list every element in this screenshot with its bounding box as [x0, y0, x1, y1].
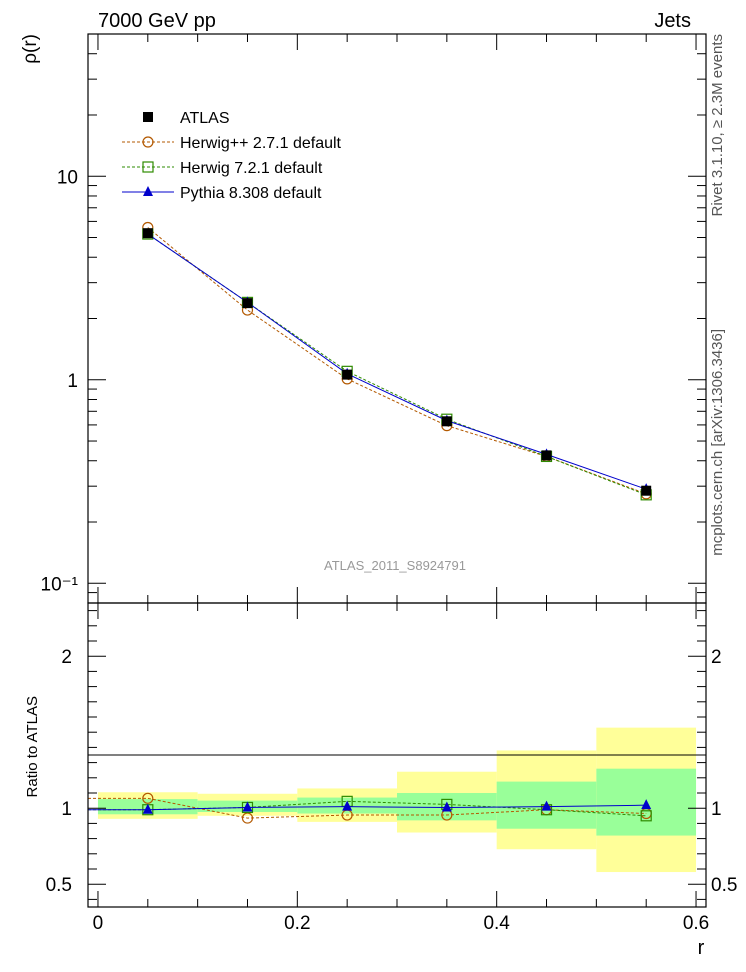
- mcplots-label: mcplots.cern.ch [arXiv:1306.3436]: [709, 329, 726, 556]
- data-point: [142, 228, 153, 239]
- data-point: [640, 810, 652, 822]
- legend: ATLAS Herwig++ 2.7.1 default Herwig 7.2.1 …: [122, 110, 342, 202]
- data-point: [342, 369, 353, 380]
- x-tick-label: 0: [93, 913, 104, 934]
- x-tick-label: 0.4: [483, 913, 510, 934]
- ratio-y-tick-label-right: 2: [711, 647, 722, 668]
- main-y-tick-label: 1: [67, 371, 78, 392]
- main-axis-ticks: [88, 33, 706, 907]
- analysis-label: ATLAS_2011_S8924791: [324, 558, 466, 573]
- rivet-label: Rivet 3.1.10, ≥ 2.3M events: [709, 34, 726, 217]
- data-point: [142, 161, 154, 173]
- ratio-frame: [87, 602, 707, 908]
- data-point: [541, 800, 552, 811]
- series-line: [147, 227, 647, 495]
- data-point: [241, 812, 254, 824]
- data-point: [143, 186, 153, 196]
- data-point: [242, 298, 253, 309]
- main-series-0: [142, 228, 652, 496]
- main-y-tick-label: 10: [57, 167, 78, 188]
- data-point: [142, 803, 153, 814]
- ratio-y-tick-label-left: 0.5: [46, 875, 72, 896]
- legend-label: ATLAS: [180, 110, 230, 127]
- main-y-tick-labels: 10⁻¹ 1 10: [41, 167, 79, 595]
- xlabel: r: [698, 937, 705, 959]
- data-point: [441, 801, 452, 812]
- data-point: [641, 485, 652, 496]
- main-series-layer: [142, 221, 652, 501]
- ratio-panel: 0.5 0.5 1 1 2 2 0 0.2 0.4 0.6: [46, 602, 738, 934]
- data-point: [143, 112, 153, 122]
- data-point: [142, 792, 154, 804]
- ratio-y-tick-label-right: 0.5: [711, 875, 737, 896]
- ratio-axis-ticks: [88, 610, 706, 900]
- ratio-series-layer: [88, 792, 652, 824]
- data-point: [641, 799, 652, 810]
- x-tick-labels: 0 0.2 0.4 0.6: [93, 913, 710, 934]
- main-ylabel: ρ(r): [20, 34, 41, 64]
- main-y-tick-label: 10⁻¹: [41, 574, 79, 595]
- data-point: [242, 801, 253, 812]
- ratio-y-tick-label-left: 2: [61, 647, 72, 668]
- main-series-2: [142, 228, 652, 501]
- legend-label: Herwig 7.2.1 default: [180, 160, 323, 177]
- ratio-series-2: [88, 799, 652, 814]
- series-line: [147, 233, 647, 496]
- ratio-y-tick-label-right: 1: [711, 799, 722, 820]
- data-point: [541, 450, 552, 461]
- ratio-y-tick-labels: 0.5 0.5 1 1 2 2: [46, 647, 738, 896]
- data-point: [342, 800, 353, 811]
- main-series-3: [142, 228, 652, 494]
- x-tick-label: 0.2: [284, 913, 310, 934]
- process-label: Jets: [654, 10, 691, 32]
- legend-label: Herwig++ 2.7.1 default: [180, 135, 342, 152]
- main-series-1: [142, 221, 652, 500]
- x-tick-label: 0.6: [683, 913, 709, 934]
- data-point: [142, 136, 154, 148]
- ratio-ylabel: Ratio to ATLAS: [24, 696, 41, 797]
- energy-label: 7000 GeV pp: [98, 10, 216, 32]
- series-line: [147, 233, 647, 490]
- data-point: [441, 416, 452, 427]
- ratio-uncertainty-bands: [97, 727, 697, 873]
- legend-label: Pythia 8.308 default: [180, 185, 322, 202]
- ratio-y-tick-label-left: 1: [61, 799, 72, 820]
